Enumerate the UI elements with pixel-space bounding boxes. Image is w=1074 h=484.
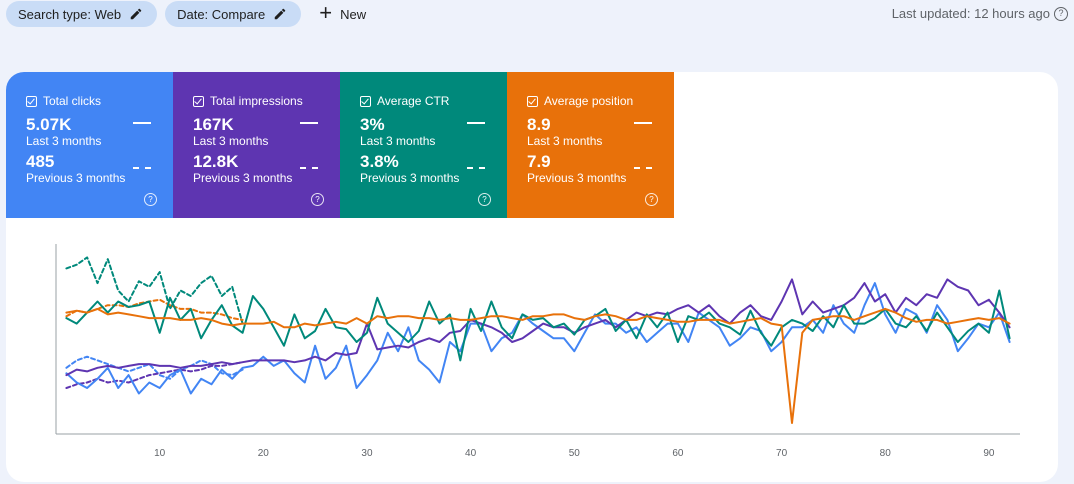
dashed-line-legend-icon bbox=[133, 167, 151, 169]
metric-prev-value: 12.8K bbox=[193, 152, 239, 171]
metric-label: Total clicks bbox=[43, 94, 102, 108]
metric-prev-value: 485 bbox=[26, 152, 55, 171]
metric-prev-value: 7.9 bbox=[527, 152, 551, 171]
checkbox-checked-icon[interactable] bbox=[26, 95, 37, 107]
solid-line-legend-icon bbox=[300, 122, 318, 124]
metric-label: Average position bbox=[544, 94, 634, 108]
metric-card-average-position[interactable]: Average position 8.9 Last 3 months 7.9 P… bbox=[507, 72, 674, 218]
last-updated-text: Last updated: 12 hours ago bbox=[891, 6, 1050, 21]
metric-card-total-impressions[interactable]: Total impressions 167K Last 3 months 12.… bbox=[173, 72, 340, 218]
series-line-ctr-current bbox=[65, 289, 1011, 362]
series-line-impressions-current bbox=[65, 278, 1011, 377]
new-label: New bbox=[340, 6, 367, 22]
metric-prev-period: Previous 3 months bbox=[26, 171, 126, 185]
x-tick-label: 20 bbox=[258, 448, 270, 459]
solid-line-legend-icon bbox=[634, 122, 652, 124]
series-line-position-current bbox=[65, 307, 1011, 424]
x-tick-label: 60 bbox=[672, 448, 684, 459]
x-tick-label: 10 bbox=[154, 448, 166, 459]
plus-icon: + bbox=[319, 0, 333, 25]
metric-card-total-clicks[interactable]: Total clicks 5.07K Last 3 months 485 Pre… bbox=[6, 72, 173, 218]
metric-period: Last 3 months bbox=[193, 134, 269, 148]
x-tick-label: 80 bbox=[880, 448, 892, 459]
metric-period: Last 3 months bbox=[26, 134, 102, 148]
help-icon[interactable]: ? bbox=[645, 193, 658, 206]
metric-cards: Total clicks 5.07K Last 3 months 485 Pre… bbox=[6, 72, 674, 218]
metric-card-average-ctr[interactable]: Average CTR 3% Last 3 months 3.8% Previo… bbox=[340, 72, 507, 218]
metric-value: 8.9 bbox=[527, 115, 551, 134]
series-line-ctr-previous bbox=[65, 256, 244, 325]
checkbox-checked-icon[interactable] bbox=[193, 95, 204, 107]
last-updated: Last updated: 12 hours ago ? bbox=[892, 6, 1068, 21]
help-icon[interactable]: ? bbox=[144, 193, 157, 206]
checkbox-checked-icon[interactable] bbox=[360, 95, 371, 107]
metric-prev-period: Previous 3 months bbox=[527, 171, 627, 185]
pencil-icon bbox=[130, 8, 142, 20]
metric-period: Last 3 months bbox=[527, 134, 603, 148]
new-filter-button[interactable]: + New bbox=[309, 1, 376, 27]
performance-panel: 10 20 30 40 50 60 70 80 90 Total clicks 5.07K La… bbox=[6, 72, 1058, 482]
checkbox-checked-icon[interactable] bbox=[527, 95, 538, 107]
dashed-line-legend-icon bbox=[634, 167, 652, 169]
metric-label: Total impressions bbox=[210, 94, 303, 108]
solid-line-legend-icon bbox=[133, 122, 151, 124]
series-line-clicks-previous bbox=[65, 355, 244, 380]
help-icon[interactable]: ? bbox=[1054, 6, 1068, 21]
metric-value: 3% bbox=[360, 115, 385, 134]
metric-prev-period: Previous 3 months bbox=[360, 171, 460, 185]
metric-prev-period: Previous 3 months bbox=[193, 171, 293, 185]
x-tick-label: 30 bbox=[361, 448, 373, 459]
series-line-clicks-current bbox=[65, 282, 1011, 395]
x-tick-label: 40 bbox=[465, 448, 477, 459]
help-icon[interactable]: ? bbox=[478, 193, 491, 206]
toolbar: Search type: Web Date: Compare + New bbox=[6, 0, 376, 28]
dashed-line-legend-icon bbox=[467, 167, 485, 169]
dashed-line-legend-icon bbox=[300, 167, 318, 169]
metric-value: 167K bbox=[193, 115, 234, 134]
performance-chart: 10 20 30 40 50 60 70 80 90 bbox=[55, 244, 1020, 459]
date-chip[interactable]: Date: Compare bbox=[165, 1, 302, 27]
solid-line-legend-icon bbox=[467, 122, 485, 124]
search-type-label: Search type: Web bbox=[18, 6, 122, 22]
metric-label: Average CTR bbox=[377, 94, 450, 108]
x-tick-label: 90 bbox=[983, 448, 995, 459]
pencil-icon bbox=[275, 8, 286, 20]
search-type-chip[interactable]: Search type: Web bbox=[6, 1, 158, 27]
metric-prev-value: 3.8% bbox=[360, 152, 399, 171]
x-tick-label: 50 bbox=[569, 448, 581, 459]
metric-value: 5.07K bbox=[26, 115, 72, 134]
metric-period: Last 3 months bbox=[360, 134, 436, 148]
help-icon[interactable]: ? bbox=[311, 193, 324, 206]
date-label: Date: Compare bbox=[177, 6, 266, 22]
x-tick-label: 70 bbox=[776, 448, 788, 459]
